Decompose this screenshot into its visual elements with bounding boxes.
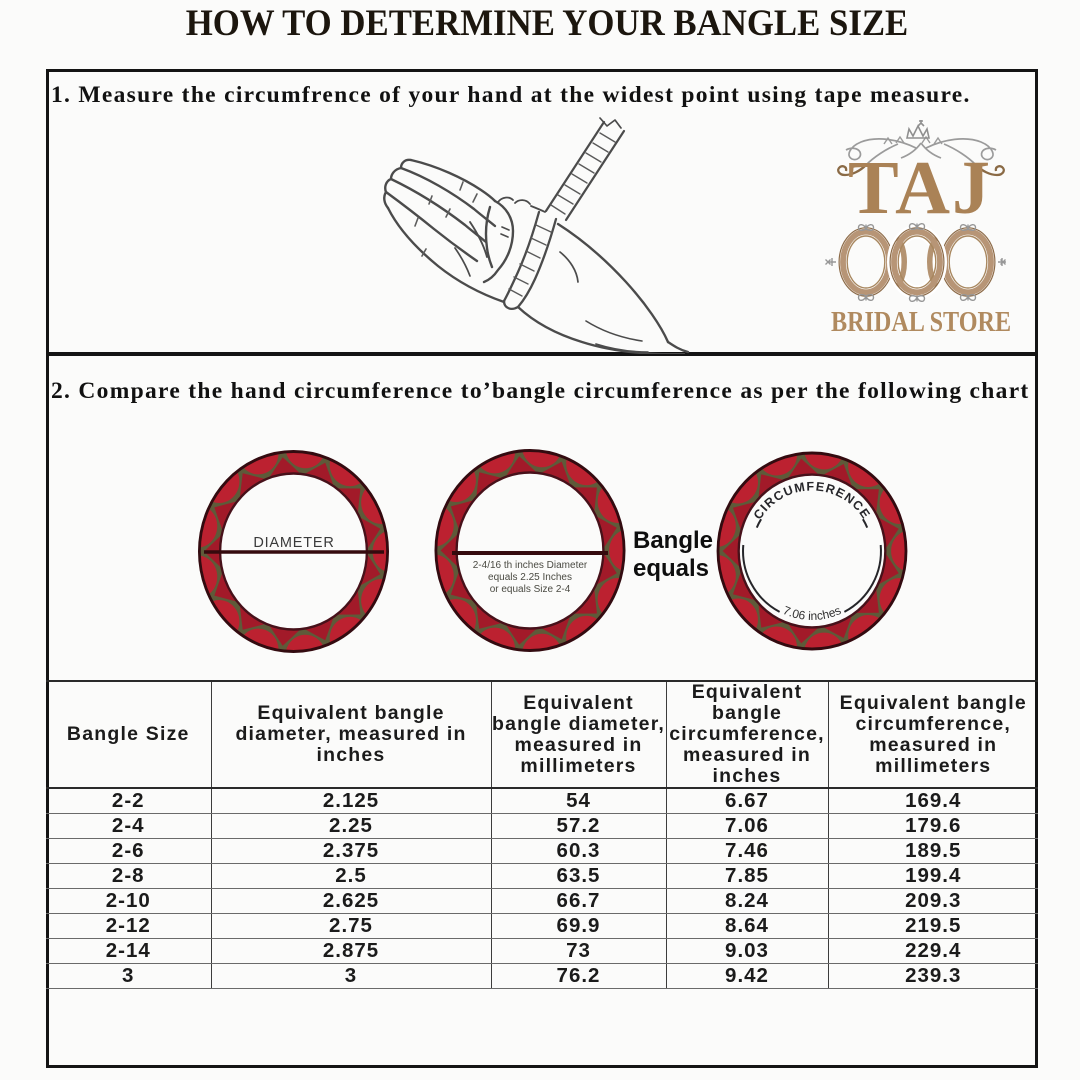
svg-text:7.06 inches: 7.06 inches: [781, 603, 843, 623]
svg-text:or equals Size 2-4: or equals Size 2-4: [490, 584, 571, 595]
svg-text:DIAMETER: DIAMETER: [253, 535, 334, 551]
svg-text:2-4/16 th inches Diameter: 2-4/16 th inches Diameter: [473, 560, 588, 571]
svg-text:BRIDAL STORE: BRIDAL STORE: [831, 306, 1011, 337]
svg-text:TAJ: TAJ: [848, 146, 992, 230]
svg-text:equals 2.25 Inches: equals 2.25 Inches: [488, 572, 572, 583]
